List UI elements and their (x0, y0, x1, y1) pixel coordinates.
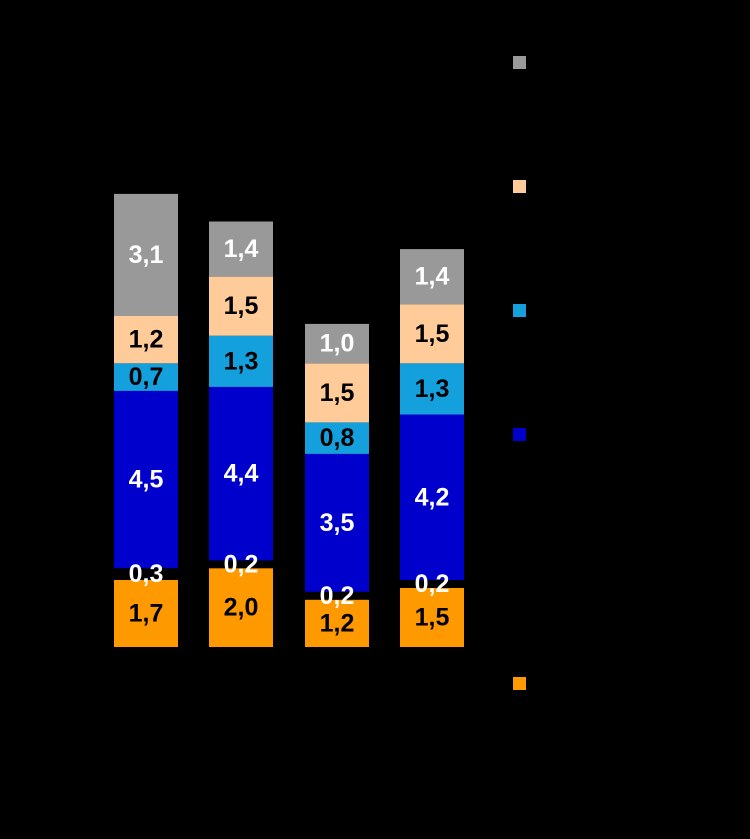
data-label: 3,5 (320, 509, 355, 537)
data-label: 1,4 (224, 235, 259, 263)
data-label: 0,2 (415, 570, 450, 598)
bar-segment (305, 422, 369, 454)
bar-segment (209, 221, 273, 277)
bar-segment (114, 193, 178, 316)
data-label: 4,2 (415, 483, 450, 511)
data-label: 0,2 (224, 550, 259, 578)
data-label: 1,2 (129, 326, 164, 354)
data-label: 3,1 (129, 241, 164, 269)
data-label: 2,0 (224, 594, 259, 622)
bar-segment (400, 587, 464, 647)
data-label: 1,0 (320, 330, 355, 358)
data-label: 0,3 (129, 560, 164, 588)
bar-segment (305, 591, 369, 600)
bar-segment (305, 453, 369, 592)
data-label: 1,5 (224, 292, 259, 320)
bar-segment (400, 363, 464, 415)
bar-segment (209, 387, 273, 561)
legend-swatch (513, 677, 526, 690)
data-label: 1,7 (129, 600, 164, 628)
bar-segment (305, 323, 369, 364)
bar-segment (114, 363, 178, 391)
data-label: 1,2 (320, 609, 355, 637)
data-label: 1,3 (415, 375, 450, 403)
bar-segment (209, 276, 273, 336)
data-label: 0,7 (129, 363, 164, 391)
data-label: 1,3 (224, 347, 259, 375)
legend-swatch (513, 428, 526, 441)
data-label: 0,2 (320, 582, 355, 610)
legend (513, 56, 526, 690)
bar-segment (400, 249, 464, 305)
bar-segment (400, 580, 464, 588)
legend-swatch (513, 304, 526, 317)
legend-swatch (513, 56, 526, 69)
bars-group (114, 193, 464, 647)
bar-segment (209, 560, 273, 569)
bar-segment (114, 580, 178, 647)
data-label: 4,5 (129, 466, 164, 494)
bar-segment (114, 568, 178, 580)
bar-segment (305, 363, 369, 423)
bar-segment (305, 599, 369, 647)
data-labels-group: 1,70,34,50,71,23,12,00,24,41,31,51,41,20… (129, 235, 450, 637)
data-label: 1,4 (415, 263, 450, 291)
bar-segment (114, 390, 178, 569)
data-label: 1,5 (415, 320, 450, 348)
data-label: 4,4 (224, 460, 259, 488)
bar-segment (400, 304, 464, 364)
legend-swatch (513, 180, 526, 193)
data-label: 1,5 (415, 603, 450, 631)
bar-segment (209, 335, 273, 387)
bar-segment (114, 316, 178, 364)
bar-segment (209, 568, 273, 647)
data-label: 0,8 (320, 424, 355, 452)
data-label: 1,5 (320, 379, 355, 407)
bar-segment (400, 414, 464, 580)
